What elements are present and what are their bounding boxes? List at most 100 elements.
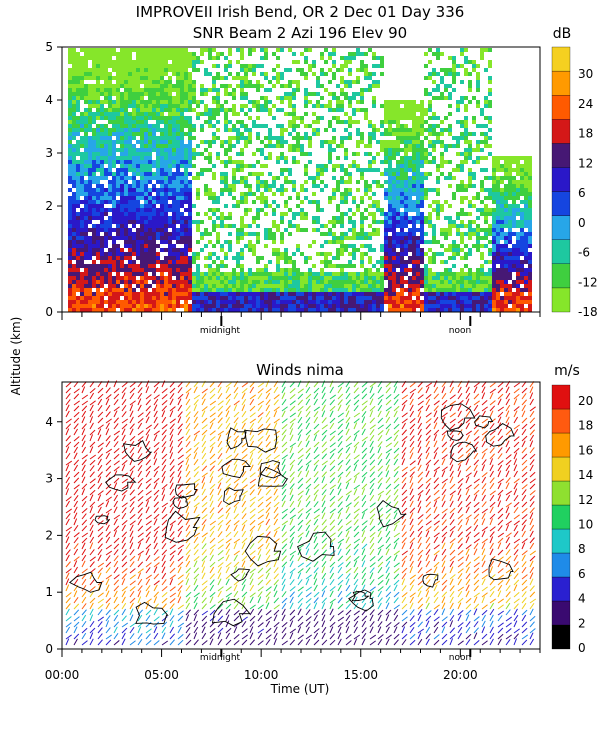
snr-cell [76,120,80,124]
snr-cell [440,276,444,280]
snr-cell [168,204,172,208]
snr-cell [124,288,128,292]
snr-cell [240,304,244,308]
snr-cell [84,100,88,104]
snr-cell [476,140,480,144]
snr-cell [180,108,184,112]
snr-cell [148,60,152,64]
snr-cell [108,232,112,236]
snr-cell [180,188,184,192]
snr-cell [72,68,76,72]
snr-cell [108,292,112,296]
snr-cell [96,212,100,216]
snr-cell [308,268,312,272]
snr-cell [408,176,412,180]
snr-cell [232,296,236,300]
snr-cell [328,260,332,264]
snr-cell [152,96,156,100]
snr-cell [444,96,448,100]
snr-cell [96,152,100,156]
snr-cell [148,112,152,116]
snr-cell [432,228,436,232]
snr-cell [388,160,392,164]
snr-cell [396,200,400,204]
snr-cell [372,248,376,252]
snr-cell [400,164,404,168]
snr-cell [180,200,184,204]
snr-cell [144,252,148,256]
snr-cell [496,212,500,216]
snr-cell [316,228,320,232]
snr-cell [76,52,80,56]
snr-cell [288,196,292,200]
snr-cell [344,300,348,304]
snr-cell [288,180,292,184]
snr-cell [352,304,356,308]
snr-cell [376,152,380,156]
snr-cell [528,268,532,272]
snr-cell [228,64,232,68]
snr-cell [80,236,84,240]
snr-cell [396,232,400,236]
snr-cell [316,100,320,104]
snr-cell [268,128,272,132]
snr-cell [180,292,184,296]
snr-cell [104,144,108,148]
snr-cell [308,64,312,68]
snr-cell [104,48,108,52]
snr-cell [128,132,132,136]
snr-cell [344,168,348,172]
snr-cell [384,128,388,132]
snr-cell [432,240,436,244]
snr-cell [88,164,92,168]
snr-cell [256,108,260,112]
snr-cell [420,268,424,272]
snr-cell [428,76,432,80]
snr-cell [288,80,292,84]
snr-cell [276,56,280,60]
snr-cell [100,244,104,248]
snr-cell [144,104,148,108]
snr-cell [412,132,416,136]
snr-cell [400,184,404,188]
snr-cell [160,264,164,268]
snr-cell [288,224,292,228]
snr-cell [160,228,164,232]
snr-cell [92,244,96,248]
snr-cell [80,264,84,268]
snr-cell [312,104,316,108]
snr-cell [336,208,340,212]
snr-cell [316,216,320,220]
snr-cell [376,280,380,284]
snr-cell [204,104,208,108]
snr-cell [332,64,336,68]
snr-cell [100,140,104,144]
snr-cell [504,160,508,164]
snr-cell [460,96,464,100]
snr-cell [484,308,488,312]
snr-cell [272,272,276,276]
snr-cell [428,248,432,252]
snr-cell [464,152,468,156]
snr-cell [140,172,144,176]
snr-cell [476,288,480,292]
snr-cell [368,84,372,88]
snr-cell [268,144,272,148]
snr-cell [412,216,416,220]
snr-cell [296,284,300,288]
snr-cell [520,236,524,240]
snr-cell [356,76,360,80]
snr-cell [160,116,164,120]
snr-cell [520,180,524,184]
snr-cell [528,260,532,264]
snr-cell [476,216,480,220]
snr-cell [320,280,324,284]
snr-cell [252,104,256,108]
snr-cell [324,304,328,308]
snr-cell [144,52,148,56]
snr-cell [208,140,212,144]
snr-cell [100,252,104,256]
snr-cell [452,264,456,268]
snr-cell [124,236,128,240]
snr-cell [184,192,188,196]
